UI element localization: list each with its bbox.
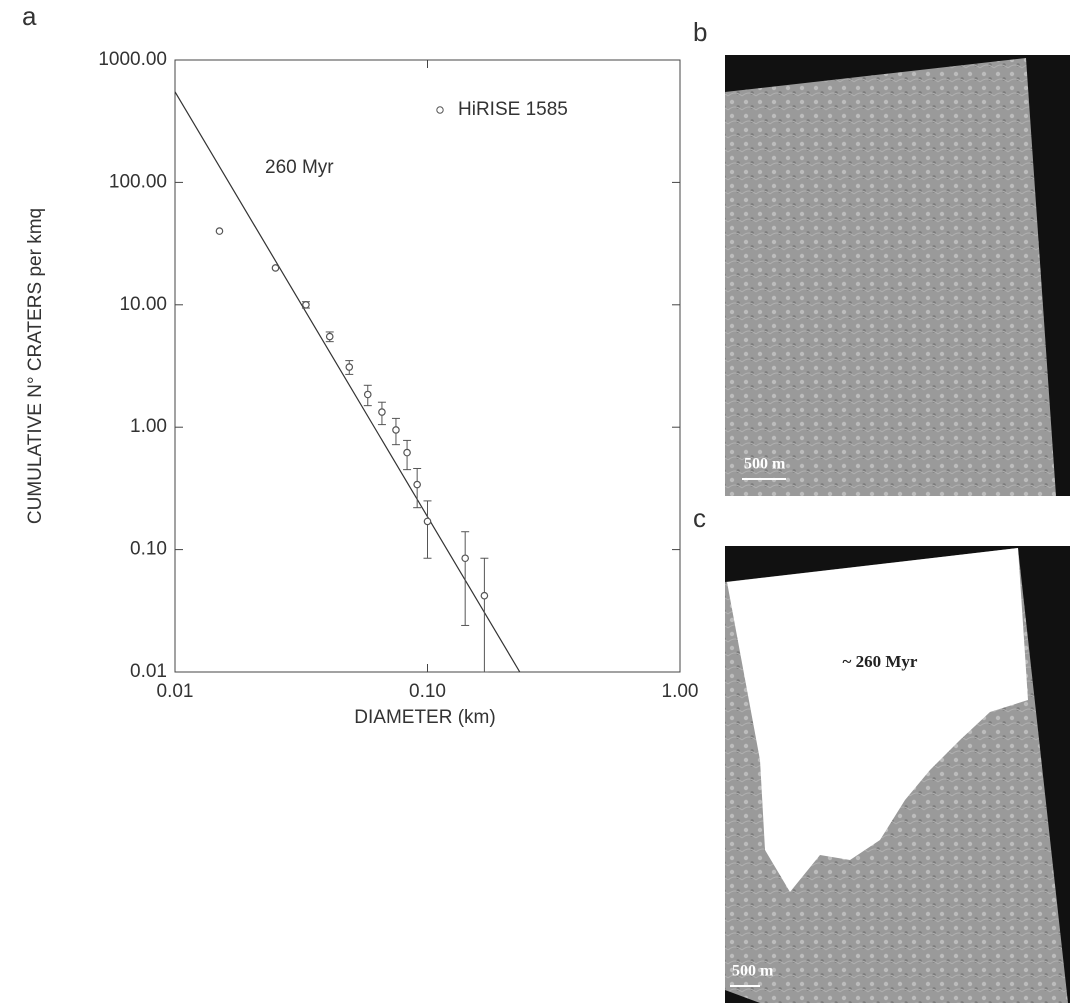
panel-label: b: [693, 17, 707, 47]
image-c: 500 m ~ 260 Myr: [725, 546, 1070, 1003]
data-point: [302, 300, 310, 309]
image-b: 500 m: [725, 55, 1070, 496]
x-tick-label: 0.01: [157, 681, 194, 702]
x-tick-label: 0.10: [409, 681, 446, 702]
panel-label: a: [22, 1, 37, 31]
fit-line: [175, 91, 521, 672]
legend-label: HiRISE 1585: [458, 99, 568, 120]
data-point: [392, 426, 400, 434]
data-point: [271, 264, 280, 272]
annotation: ~ 260 Myr: [843, 652, 918, 671]
x-tick-label: 1.00: [662, 681, 699, 702]
data-point: [413, 480, 421, 489]
y-tick-label: 0.01: [130, 661, 167, 682]
y-tick-label: 1000.00: [98, 49, 167, 70]
x-axis-label: DIAMETER (km): [354, 707, 495, 728]
y-tick-label: 100.00: [109, 171, 167, 192]
plot-frame: [174, 59, 681, 673]
data-point: [325, 332, 334, 341]
y-tick-label: 10.00: [119, 294, 167, 315]
data-point: [378, 408, 386, 416]
data-point: [215, 227, 224, 235]
scale-bar-label: 500 m: [732, 963, 774, 980]
fit-label: 260 Myr: [265, 157, 334, 178]
scale-bar-label: 500 m: [744, 456, 786, 473]
y-tick-label: 0.10: [130, 539, 167, 560]
panel-label: c: [693, 503, 706, 533]
y-axis-label: CUMULATIVE N° CRATERS per kmq: [25, 208, 46, 524]
data-point: [363, 390, 372, 399]
data-point: [403, 448, 411, 457]
data-point: [423, 517, 432, 526]
y-tick-label: 1.00: [130, 416, 167, 437]
data-point: [480, 591, 489, 600]
data-point: [345, 363, 354, 371]
legend-marker: [436, 106, 444, 114]
data-point: [461, 554, 469, 563]
